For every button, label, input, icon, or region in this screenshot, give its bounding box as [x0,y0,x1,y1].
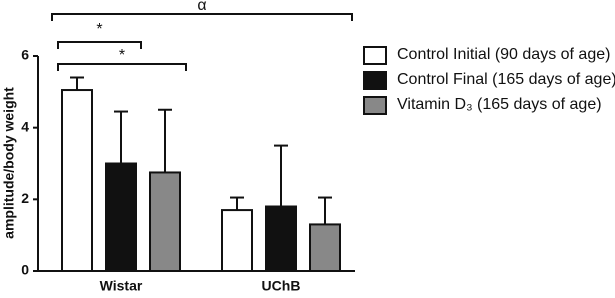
bar [105,162,137,272]
bar [221,209,253,272]
bar [309,223,341,273]
y-tick-label: 4 [21,118,29,134]
significance-label: α [197,0,206,14]
significance-label: * [119,47,125,64]
legend-label: Control Final (165 days of age) [397,71,615,88]
legend-label: Vitamin D₃ (165 days of age) [397,96,602,113]
legend-label: Control Initial (90 days of age) [397,46,610,63]
y-axis-label: amplitude/body weight [1,87,17,239]
legend-swatch [363,71,387,90]
significance-bracket [57,41,142,49]
significance-bracket [51,13,353,21]
x-tick-label: Wistar [100,278,143,294]
bar [61,89,93,272]
y-tick-label: 6 [21,47,29,63]
legend-swatch [363,96,387,115]
y-tick-label: 0 [21,262,29,278]
significance-bracket [57,63,187,71]
x-tick-label: UChB [262,278,301,294]
bar [265,205,297,272]
significance-label: * [96,21,102,38]
bar [149,171,181,272]
y-tick-label: 2 [21,190,29,206]
legend-swatch [363,46,387,65]
